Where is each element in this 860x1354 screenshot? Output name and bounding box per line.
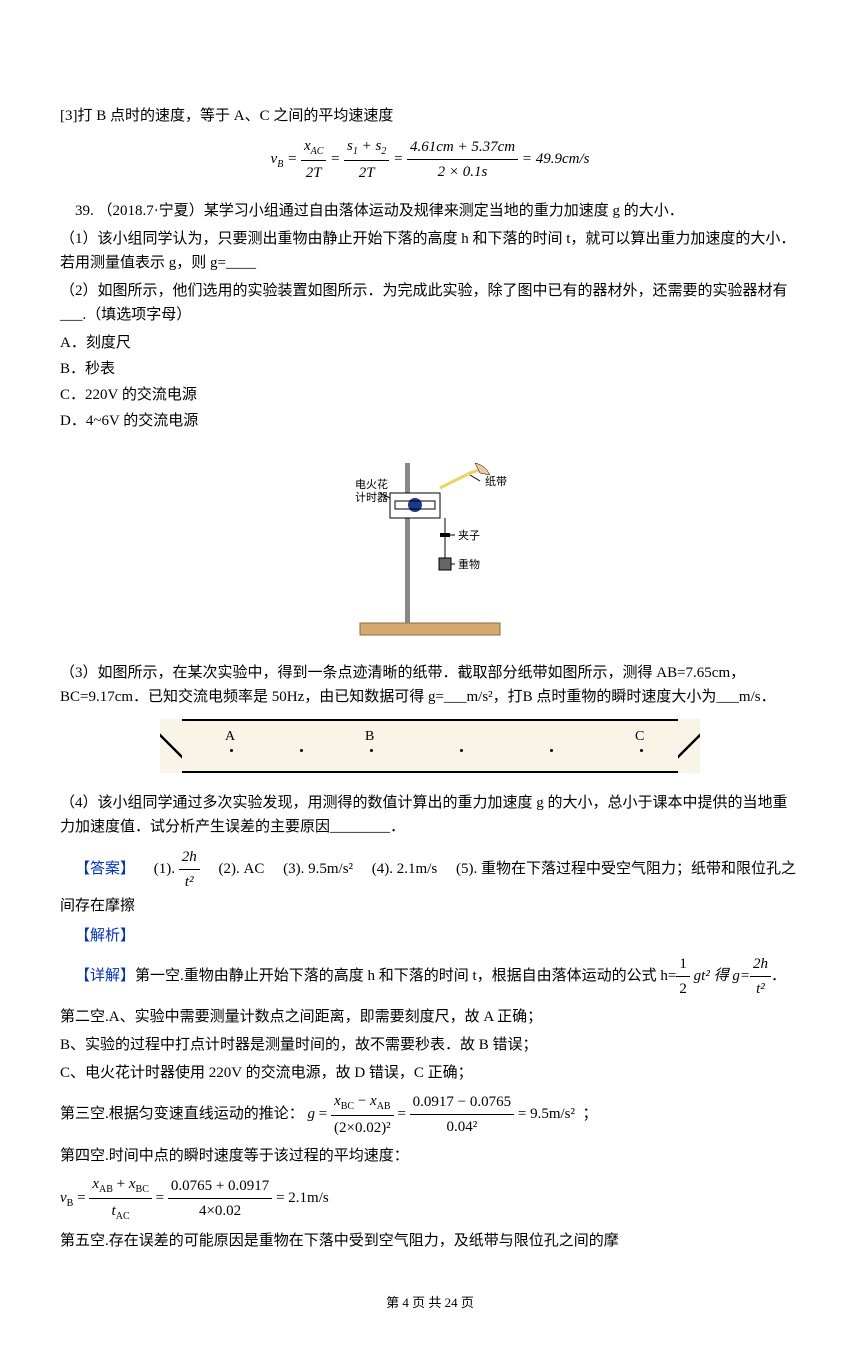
detail-p3: 第三空.根据匀变速直线运动的推论： g = xBC − xAB(2×0.02)²… bbox=[60, 1089, 800, 1140]
detail-p5: 第五空.存在误差的可能原因是重物在下落中受到空气阻力，及纸带与限位孔之间的摩 bbox=[60, 1229, 800, 1253]
analysis-label: 【解析】 bbox=[60, 924, 800, 948]
clip-label: 夹子 bbox=[458, 529, 480, 542]
tape-dot bbox=[550, 749, 553, 752]
tape-dot bbox=[370, 749, 373, 752]
detail-f4: vB = xAB + xBCtAC = 0.0765 + 0.09174×0.0… bbox=[60, 1172, 800, 1225]
formula-result: 49.9cm/s bbox=[536, 151, 590, 167]
a2-val: AC bbox=[244, 861, 265, 877]
q39-part4: （4）该小组同学通过多次实验发现，用测得的数值计算出的重力加速度 g 的大小，总… bbox=[60, 791, 800, 839]
page-footer: 第 4 页 共 24 页 bbox=[60, 1293, 800, 1314]
option-a: A．刻度尺 bbox=[60, 331, 800, 355]
a1-label: (1). bbox=[154, 861, 175, 877]
detail-p2a: 第二空.A、实验中需要测量计数点之间距离，即需要刻度尺，故 A 正确； bbox=[60, 1005, 800, 1029]
option-b: B．秒表 bbox=[60, 357, 800, 381]
a4-label: (4). bbox=[372, 861, 393, 877]
svg-text:计时器: 计时器 bbox=[355, 491, 388, 504]
tape-figure: A B C bbox=[60, 719, 800, 781]
answer-row: 【答案】 (1). 2ht² (2). AC (3). 9.5m/s² (4).… bbox=[60, 845, 800, 918]
tape-strip: A B C bbox=[170, 719, 690, 773]
tape-text-label: 纸带 bbox=[485, 475, 507, 488]
a2-label: (2). bbox=[219, 861, 240, 877]
a3-label: (3). bbox=[283, 861, 304, 877]
tape-label-a: A bbox=[225, 726, 235, 748]
a3-val: 9.5m/s² bbox=[308, 861, 353, 877]
a5-label: (5). bbox=[456, 861, 477, 877]
xiangjie-label: 【详解】 bbox=[75, 968, 135, 984]
tape-dot bbox=[300, 749, 303, 752]
q39-source: （2018.7·宁夏） bbox=[98, 203, 204, 219]
weight-label: 重物 bbox=[458, 557, 480, 571]
q39-intro: 某学习小组通过自由落体运动及规律来测定当地的重力加速度 g 的大小． bbox=[204, 203, 684, 219]
tape-dot bbox=[460, 749, 463, 752]
intro-3-text: [3]打 B 点时的速度，等于 A、C 之间的平均速速度 bbox=[60, 108, 393, 124]
q39-part1: （1）该小组同学认为，只要测出重物由静止开始下落的高度 h 和下落的时间 t，就… bbox=[60, 227, 800, 275]
detail-p1: 【详解】第一空.重物由静止开始下落的高度 h 和下落的时间 t，根据自由落体运动… bbox=[60, 952, 800, 1001]
option-c: C．220V 的交流电源 bbox=[60, 383, 800, 407]
q39-header: 39. （2018.7·宁夏）某学习小组通过自由落体运动及规律来测定当地的重力加… bbox=[60, 199, 800, 223]
formula-vb: vB = xAC2T = s1 + s22T = 4.61cm + 5.37cm… bbox=[60, 134, 800, 185]
tape-dot bbox=[640, 749, 643, 752]
a4-val: 2.1m/s bbox=[397, 861, 437, 877]
apparatus-svg: 电火花 计时器 纸带 夹子 重物 bbox=[350, 443, 510, 643]
intro-3: [3]打 B 点时的速度，等于 A、C 之间的平均速速度 bbox=[60, 104, 800, 128]
timer-label: 电火花 bbox=[355, 478, 388, 491]
detail-p2b: B、实验的过程中打点计时器是测量时间的，故不需要秒表．故 B 错误； bbox=[60, 1033, 800, 1057]
answer-label: 【答案】 bbox=[75, 861, 135, 877]
tape-label-c: C bbox=[635, 726, 644, 748]
apparatus-figure: 电火花 计时器 纸带 夹子 重物 bbox=[60, 443, 800, 651]
option-d: D．4~6V 的交流电源 bbox=[60, 409, 800, 433]
q39-part2: （2）如图所示，他们选用的实验装置如图所示．为完成此实验，除了图中已有的器材外，… bbox=[60, 279, 800, 327]
q39-part3: （3）如图所示，在某次实验中，得到一条点迹清晰的纸带．截取部分纸带如图所示，测得… bbox=[60, 661, 800, 709]
tape-dot bbox=[230, 749, 233, 752]
jiexi-label: 【解析】 bbox=[75, 928, 135, 944]
tape-label-b: B bbox=[365, 726, 374, 748]
q39-number: 39. bbox=[75, 203, 94, 219]
detail-p2c: C、电火花计时器使用 220V 的交流电源，故 D 错误，C 正确； bbox=[60, 1061, 800, 1085]
detail-p4: 第四空.时间中点的瞬时速度等于该过程的平均速度： bbox=[60, 1144, 800, 1168]
